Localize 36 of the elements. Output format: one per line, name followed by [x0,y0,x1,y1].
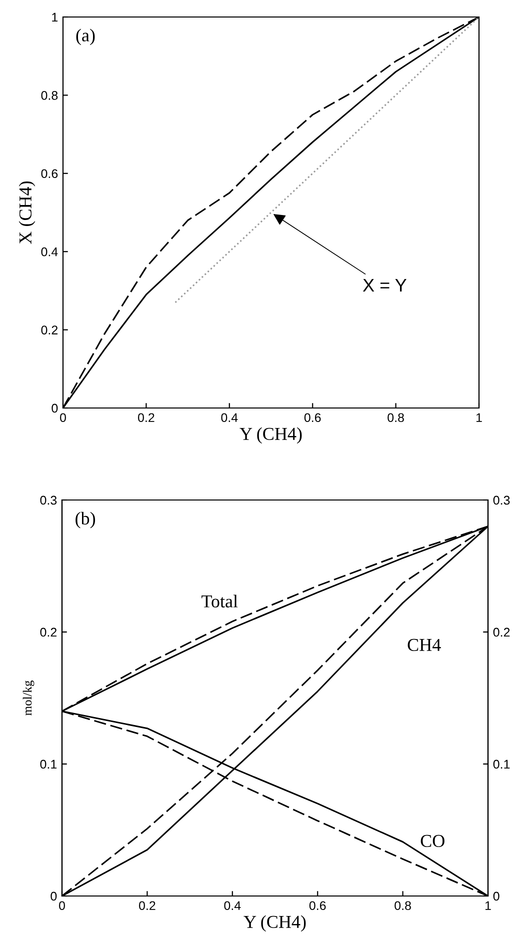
y-tick-label: 0.2 [41,326,58,334]
x-tick-label: 0.6 [309,901,326,910]
y-tick-label: 0.3 [40,496,57,505]
y2-tick-label: 0 [493,892,500,901]
y-tick-label: 0.6 [41,169,58,178]
annotation: (a) [76,28,95,46]
x-tick-label: 0.8 [394,901,411,910]
x-tick-label: 0.4 [224,901,241,910]
annotation: X = Y [362,279,406,292]
annotation: (b) [76,512,96,528]
y-tick-label: 0 [52,404,58,413]
x-tick-label: 0 [59,901,65,910]
x-tick-label: 0.2 [138,413,154,422]
y-tick-label: 0.1 [40,760,57,769]
x-tick-label: 1 [476,413,482,422]
y2-tick-label: 0.2 [493,628,510,637]
x-tick-label: 0.8 [388,413,404,422]
annotation: CO [420,834,444,848]
annotation: CH4 [408,638,441,652]
x-axis-title: Y (CH4) [244,915,306,932]
x-tick-label: 0.6 [304,413,321,422]
y2-tick-label: 0.1 [493,760,510,769]
x-tick-label: 0.2 [139,901,156,910]
y-tick-label: 0.2 [40,628,57,637]
y2-tick-label: 0.3 [493,496,510,505]
annotation: Total [202,594,238,608]
x-tick-label: 1 [485,901,491,910]
y-tick-label: 0.4 [41,247,58,256]
y-tick-label: 0.8 [41,91,58,100]
x-axis-title: Y (CH4) [240,427,302,444]
y-tick-label: 0 [50,892,57,901]
x-tick-label: 0 [60,413,66,422]
y-axis-title: mol/kg [22,680,34,716]
y-tick-label: 1 [52,12,58,22]
y-axis-title: X (CH4) [18,181,36,244]
x-tick-label: 0.4 [221,413,238,422]
